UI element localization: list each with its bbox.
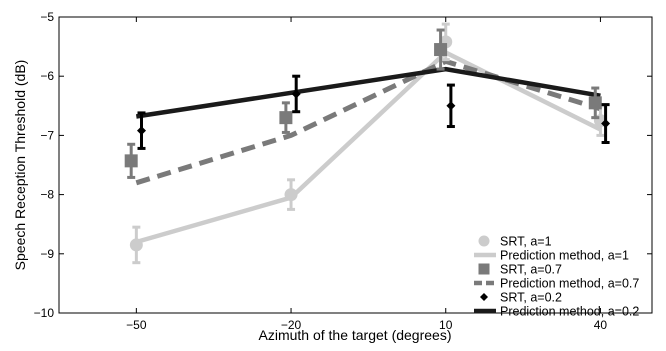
y-axis-ticks: −10 −9 −8 −7 −6 −5 <box>34 10 652 320</box>
marker-square <box>124 154 138 168</box>
series-line-prediction-method-a-0-2 <box>135 66 601 119</box>
plot-frame <box>58 16 653 314</box>
x-axis-label: Azimuth of the target (degrees) <box>259 327 452 343</box>
marker-circle <box>129 238 143 252</box>
data-point-srt-a-0-2 <box>601 103 611 145</box>
y-tick-label: −6 <box>40 69 54 83</box>
legend-label: SRT, a=0.2 <box>500 291 562 305</box>
marker-square <box>434 43 448 57</box>
data-point-srt-a-0-7 <box>124 142 138 179</box>
legend-label: SRT, a=0.7 <box>500 263 562 277</box>
series-layer <box>124 22 611 265</box>
y-tick-label: −8 <box>40 188 54 202</box>
marker-diamond <box>137 126 147 136</box>
data-point-srt-a-0-2 <box>446 83 456 129</box>
x-tick-label: 10 <box>439 318 453 332</box>
legend-marker <box>478 235 490 247</box>
legend-label: Prediction method, a=1 <box>500 249 629 263</box>
legend-label: Prediction method, a=0.2 <box>500 305 639 319</box>
data-point-srt-a-1 <box>284 178 298 211</box>
marker-square <box>588 96 602 110</box>
legend-item-prediction-method-a-1: Prediction method, a=1 <box>474 249 629 263</box>
marker-diamond <box>446 101 456 111</box>
x-axis-ticks: −50 −20 10 40 <box>126 17 607 332</box>
legend-marker <box>478 263 490 275</box>
series-line-prediction-method-a-1 <box>135 50 602 245</box>
y-tick-label: −9 <box>40 247 54 261</box>
marker-circle <box>284 188 298 202</box>
legend-marker <box>480 293 488 301</box>
legend-item-srt-a-0-7: SRT, a=0.7 <box>478 263 562 277</box>
marker-diamond <box>601 119 611 129</box>
legend-item-srt-a-1: SRT, a=1 <box>478 235 552 249</box>
data-point-srt-a-1 <box>129 225 143 265</box>
series-line-prediction-method-a-0-7 <box>135 58 602 186</box>
plot-area: −50 −20 10 40 −10 −9 −8 −7 −6 −5 <box>34 10 653 332</box>
data-point-srt-a-0-2 <box>291 74 301 114</box>
y-tick-label: −10 <box>34 306 55 320</box>
legend-item-srt-a-0-2: SRT, a=0.2 <box>480 291 562 305</box>
data-point-srt-a-0-2 <box>137 111 147 150</box>
legend-item-prediction-method-a-0-7: Prediction method, a=0.7 <box>474 277 639 291</box>
legend-label: Prediction method, a=0.7 <box>500 277 639 291</box>
y-tick-label: −7 <box>40 128 54 142</box>
legend-label: SRT, a=1 <box>500 235 552 249</box>
data-point-srt-a-0-7 <box>279 101 293 134</box>
data-point-srt-a-0-7 <box>588 86 602 120</box>
legend-item-prediction-method-a-0-2: Prediction method, a=0.2 <box>474 305 639 319</box>
marker-square <box>279 111 293 125</box>
data-point-srt-a-0-7 <box>434 28 448 71</box>
x-tick-label: −20 <box>281 318 302 332</box>
y-tick-label: −5 <box>40 10 54 24</box>
marker-diamond <box>291 89 301 99</box>
x-tick-label: 40 <box>594 318 608 332</box>
x-tick-label: −50 <box>126 318 147 332</box>
y-axis-label: Speech Reception Threshold (dB) <box>12 60 28 271</box>
